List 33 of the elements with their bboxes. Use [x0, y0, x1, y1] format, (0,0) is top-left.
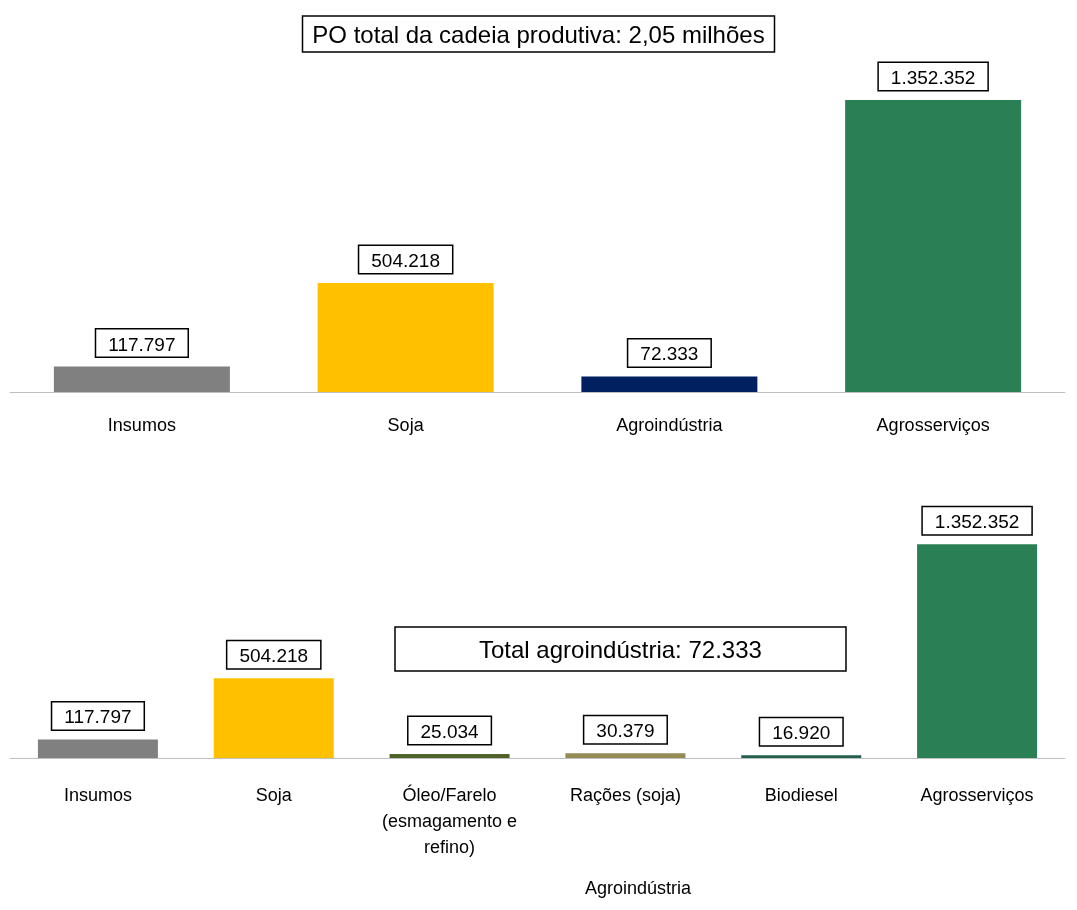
x-tick-label: Agroindústria — [616, 415, 724, 435]
bar — [845, 99, 1022, 392]
data-label: 504.218 — [239, 645, 309, 667]
x-tick-label: Óleo/Farelo (esmagamento e refino) — [382, 784, 518, 857]
x-tick-label: Insumos — [107, 415, 176, 435]
data-label: 117.797 — [108, 333, 176, 355]
data-label: 1.352.352 — [934, 511, 1020, 533]
bar — [917, 544, 1038, 758]
x-tick-label: Agrosserviços — [876, 415, 990, 435]
bar — [37, 739, 158, 758]
bar — [565, 753, 686, 758]
data-label: 117.797 — [64, 706, 132, 728]
bar — [581, 376, 758, 392]
chart-title: PO total da cadeia produtiva: 2,05 milhões — [312, 20, 765, 48]
x-tick-label: Agrosserviços — [920, 785, 1034, 805]
x-tick-label: Biodiesel — [764, 785, 838, 805]
data-label: 25.034 — [420, 721, 480, 743]
x-tick-label: Insumos — [63, 785, 132, 805]
text: Agroindústria — [584, 878, 693, 898]
data-label: 72.333 — [640, 343, 699, 365]
data-label: 16.920 — [772, 722, 831, 744]
text: Total agroindústria: 72.333 — [479, 635, 762, 663]
x-tick-label: Soja — [387, 415, 425, 435]
data-label: 504.218 — [371, 250, 440, 272]
bar — [53, 366, 230, 392]
data-label: 1.352.352 — [890, 66, 976, 88]
bar — [213, 678, 334, 758]
bar — [317, 283, 494, 392]
bar — [741, 755, 862, 758]
data-label: 30.379 — [596, 720, 655, 742]
x-tick-label: Rações (soja) — [569, 785, 681, 805]
bar — [389, 754, 510, 758]
x-tick-label: Soja — [255, 785, 293, 805]
